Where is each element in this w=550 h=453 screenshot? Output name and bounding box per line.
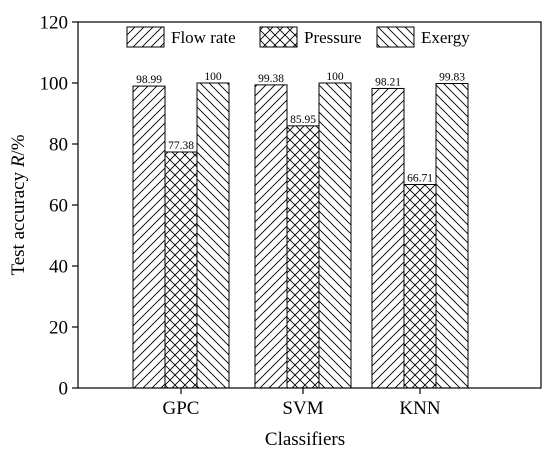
y-axis-title: Test accuracy R/%: [8, 134, 29, 275]
y-axis-title-suffix: /%: [8, 134, 29, 155]
x-tick-label-knn: KNN: [399, 398, 440, 419]
bar-flow-rate-svm: [254, 84, 288, 389]
bar-exergy-gpc: [196, 82, 230, 389]
bar-pressure-gpc: [164, 151, 198, 389]
bar-flow-rate-gpc: [132, 85, 166, 389]
y-tick-label: 120: [40, 13, 69, 34]
y-axis: 0 20 40 60 80 100 120: [40, 13, 78, 400]
x-axis-title: Classifiers: [265, 429, 345, 450]
y-tick-label: 0: [59, 379, 69, 400]
data-label: 100: [326, 71, 344, 83]
data-label: 99.83: [439, 72, 465, 84]
bar-exergy-knn: [435, 83, 469, 389]
bar-pressure-svm: [286, 125, 320, 389]
legend-label-exergy: Exergy: [421, 28, 470, 47]
data-label: 98.21: [375, 76, 401, 88]
bar-flow-rate-knn: [371, 87, 405, 389]
data-label: 77.38: [168, 140, 194, 152]
y-tick-label: 60: [49, 196, 68, 217]
data-label: 98.99: [136, 74, 162, 86]
y-tick-label: 40: [49, 257, 68, 278]
x-tick-label-svm: SVM: [282, 398, 323, 419]
legend-label-pressure: Pressure: [304, 28, 362, 47]
y-tick-label: 80: [49, 135, 68, 156]
bar-pressure-knn: [403, 184, 437, 389]
legend-swatch-pressure: [259, 26, 298, 48]
x-tick-label-gpc: GPC: [163, 398, 200, 419]
y-axis-title-variable: R: [8, 155, 29, 168]
x-axis: GPC SVM KNN: [163, 388, 441, 419]
bars-layer: [132, 82, 469, 389]
data-label: 85.95: [290, 114, 316, 126]
data-label: 66.71: [407, 173, 433, 185]
y-axis-title-prefix: Test accuracy: [8, 167, 29, 275]
data-label: 99.38: [258, 73, 284, 85]
legend-label-flow-rate: Flow rate: [171, 28, 236, 47]
legend-swatch-flow-rate: [126, 26, 165, 48]
legend-swatch-exergy: [376, 26, 415, 48]
data-labels-layer: 98.99 99.38 98.21 77.38 85.95 66.71 100 100 99.8…: [136, 71, 465, 185]
bar-exergy-svm: [318, 82, 352, 389]
y-tick-label: 100: [40, 74, 69, 95]
y-tick-label: 20: [49, 318, 68, 339]
legend: Flow rate Pressure Exergy: [126, 26, 470, 48]
data-label: 100: [204, 71, 222, 83]
